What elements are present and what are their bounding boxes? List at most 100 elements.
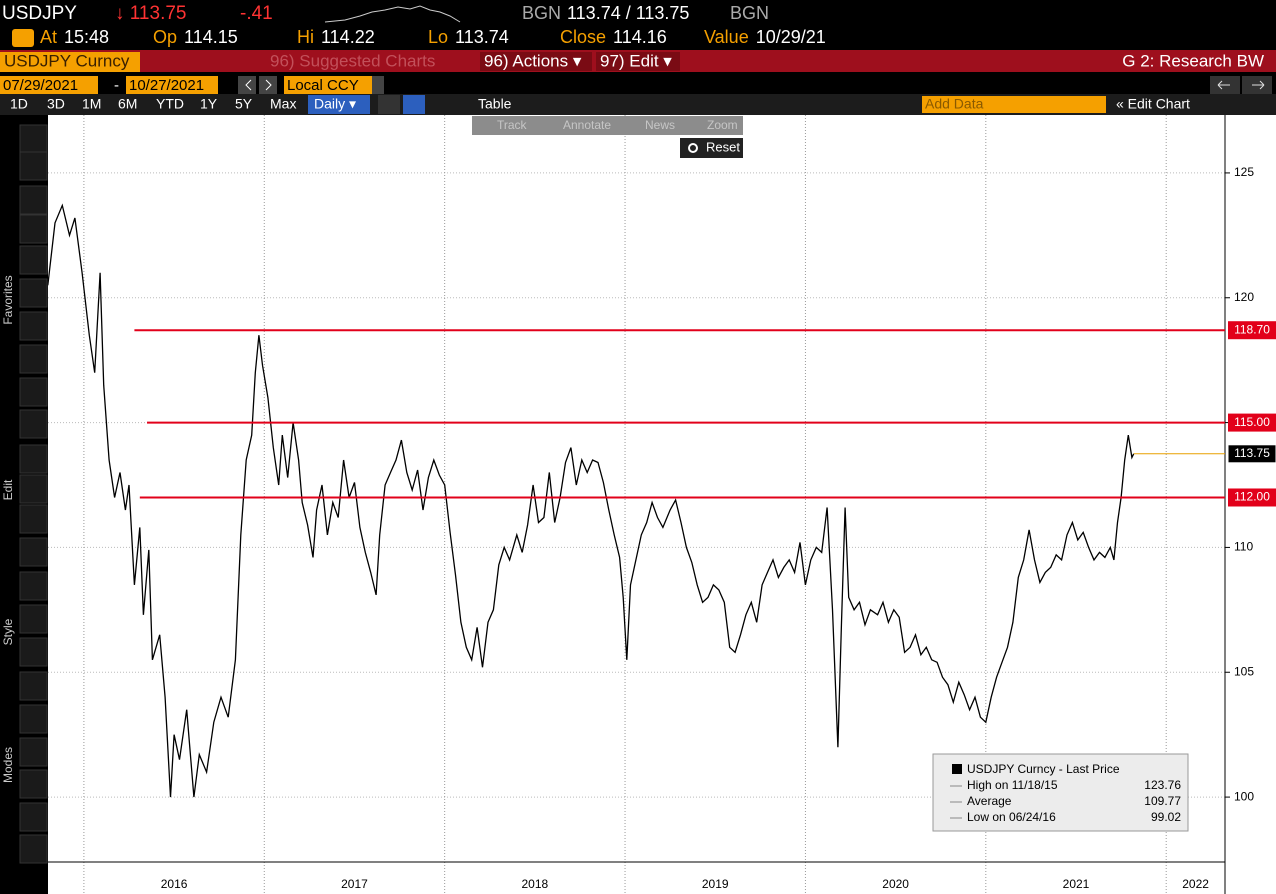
- sidebar-label: Modes: [1, 747, 15, 783]
- y-tick-label: 100: [1234, 789, 1254, 803]
- reset-icon: [688, 143, 698, 153]
- price-line: [47, 203, 1135, 798]
- tool-item[interactable]: Track: [497, 118, 528, 132]
- sidebar-tool[interactable]: [19, 802, 48, 832]
- period-button[interactable]: 1M: [82, 96, 101, 112]
- bar-type-button[interactable]: [403, 95, 425, 114]
- prev-button[interactable]: [238, 76, 256, 94]
- line-type-button[interactable]: [378, 95, 400, 114]
- legend-stat-value: 109.77: [1144, 794, 1181, 808]
- sidebar-tool[interactable]: [19, 474, 48, 504]
- level-label-box: [1228, 413, 1276, 432]
- sidebar-tool[interactable]: [19, 409, 48, 439]
- sidebar-tool[interactable]: [19, 344, 48, 374]
- next-button[interactable]: [259, 76, 277, 94]
- sidebar-tool[interactable]: [19, 245, 48, 275]
- last-price-box: [1227, 444, 1276, 464]
- legend-stat-label: Average: [967, 794, 1012, 808]
- sidebar-tool[interactable]: [19, 704, 48, 734]
- x-tick-label: 2019: [702, 877, 729, 891]
- bid-ask: 113.74 / 113.75: [567, 3, 689, 23]
- price: ↓ 113.75: [115, 3, 186, 24]
- end-date: 10/27/2021: [129, 77, 204, 94]
- sidebar-tool[interactable]: [19, 571, 48, 601]
- add-data[interactable]: Add Data: [925, 96, 984, 112]
- field-label: Value: [704, 27, 749, 47]
- sidebar-tool[interactable]: [19, 637, 48, 667]
- tool-item[interactable]: Zoom: [707, 118, 738, 132]
- period-button[interactable]: 1D: [10, 96, 28, 112]
- period-button[interactable]: 1Y: [200, 96, 218, 112]
- period-button[interactable]: 3D: [47, 96, 65, 112]
- field-label: Op: [153, 27, 177, 47]
- sidebar-tool[interactable]: [19, 185, 48, 215]
- sidebar-tool[interactable]: [19, 311, 48, 341]
- sidebar-tool[interactable]: [19, 737, 48, 767]
- currency-box[interactable]: [284, 76, 372, 94]
- sidebar-tool[interactable]: [19, 444, 48, 474]
- table-button[interactable]: Table: [478, 96, 512, 112]
- end-date-box[interactable]: [126, 76, 218, 94]
- period-button[interactable]: 5Y: [235, 96, 253, 112]
- field-value: 10/29/21: [756, 27, 826, 47]
- period-button[interactable]: Max: [270, 96, 296, 112]
- x-tick-label: 2020: [882, 877, 909, 891]
- add-data-box[interactable]: [922, 96, 1106, 113]
- tool-strip: [472, 116, 743, 135]
- legend-stat-label: High on 11/18/15: [967, 778, 1058, 792]
- sidebar-tool[interactable]: [19, 604, 48, 634]
- period-button[interactable]: 6M: [118, 96, 137, 112]
- sidebar-label: Edit: [1, 479, 15, 500]
- field-label: Hi: [297, 27, 314, 47]
- actions-button[interactable]: [480, 52, 592, 71]
- chart: 1001051101151201252016201720182019202020…: [47, 115, 1276, 894]
- edit-chart[interactable]: « Edit Chart: [1116, 96, 1190, 112]
- frequency-button[interactable]: [308, 95, 370, 114]
- arrows: [245, 79, 272, 91]
- sidebar-tool[interactable]: [19, 769, 48, 799]
- ticker-box: [0, 52, 140, 72]
- sidebar-tool[interactable]: [19, 278, 48, 308]
- source-left: BGN: [522, 3, 561, 23]
- range-separator: -: [114, 77, 119, 94]
- sidebar-tool[interactable]: [19, 124, 48, 154]
- suggested: 96) Suggested Charts: [270, 51, 435, 70]
- edit-button[interactable]: [596, 52, 680, 71]
- level-label: 115.00: [1234, 415, 1270, 429]
- legend-swatch: [952, 764, 962, 774]
- sidebar-tool[interactable]: [19, 377, 48, 407]
- sidebar-label: Style: [1, 618, 15, 645]
- legend-stat-label: Low on 06/24/16: [967, 810, 1056, 824]
- x-tick-label: 2022: [1182, 877, 1209, 891]
- level-label-box: [1228, 488, 1276, 507]
- field-label: At: [40, 27, 57, 47]
- tool-item[interactable]: News: [645, 118, 675, 132]
- sidebar-tool[interactable]: [19, 537, 48, 567]
- field-label: Lo: [428, 27, 448, 47]
- sidebar-tool[interactable]: [19, 504, 48, 534]
- legend-stat-value: 123.76: [1144, 778, 1181, 792]
- sidebar-tool[interactable]: [19, 214, 48, 244]
- field-value: 113.74: [455, 27, 509, 47]
- ticker: USDJPY Curncy: [4, 51, 130, 70]
- tool-item[interactable]: Annotate: [563, 118, 611, 132]
- x-tick-label: 2018: [522, 877, 549, 891]
- level-label-box: [1228, 321, 1276, 340]
- currency: Local CCY: [287, 77, 359, 94]
- clock-icon: [12, 29, 34, 47]
- edit: 97) Edit ▾: [600, 51, 672, 70]
- sparkline: [324, 5, 461, 23]
- last-price-label: 113.75: [1234, 446, 1270, 460]
- sidebar-tool[interactable]: [19, 151, 48, 181]
- period-button[interactable]: YTD: [156, 96, 184, 112]
- currency-dropdown[interactable]: [372, 76, 384, 94]
- legend-stat-value: 99.02: [1151, 810, 1181, 824]
- reset-label[interactable]: Reset: [706, 139, 740, 154]
- sidebar-tool[interactable]: [19, 671, 48, 701]
- sidebar-tool[interactable]: [19, 834, 48, 864]
- start-date-box[interactable]: [0, 76, 98, 94]
- reset-button[interactable]: [680, 138, 743, 158]
- frequency[interactable]: Daily ▾: [314, 96, 356, 112]
- research: G 2: Research BW: [1122, 51, 1264, 70]
